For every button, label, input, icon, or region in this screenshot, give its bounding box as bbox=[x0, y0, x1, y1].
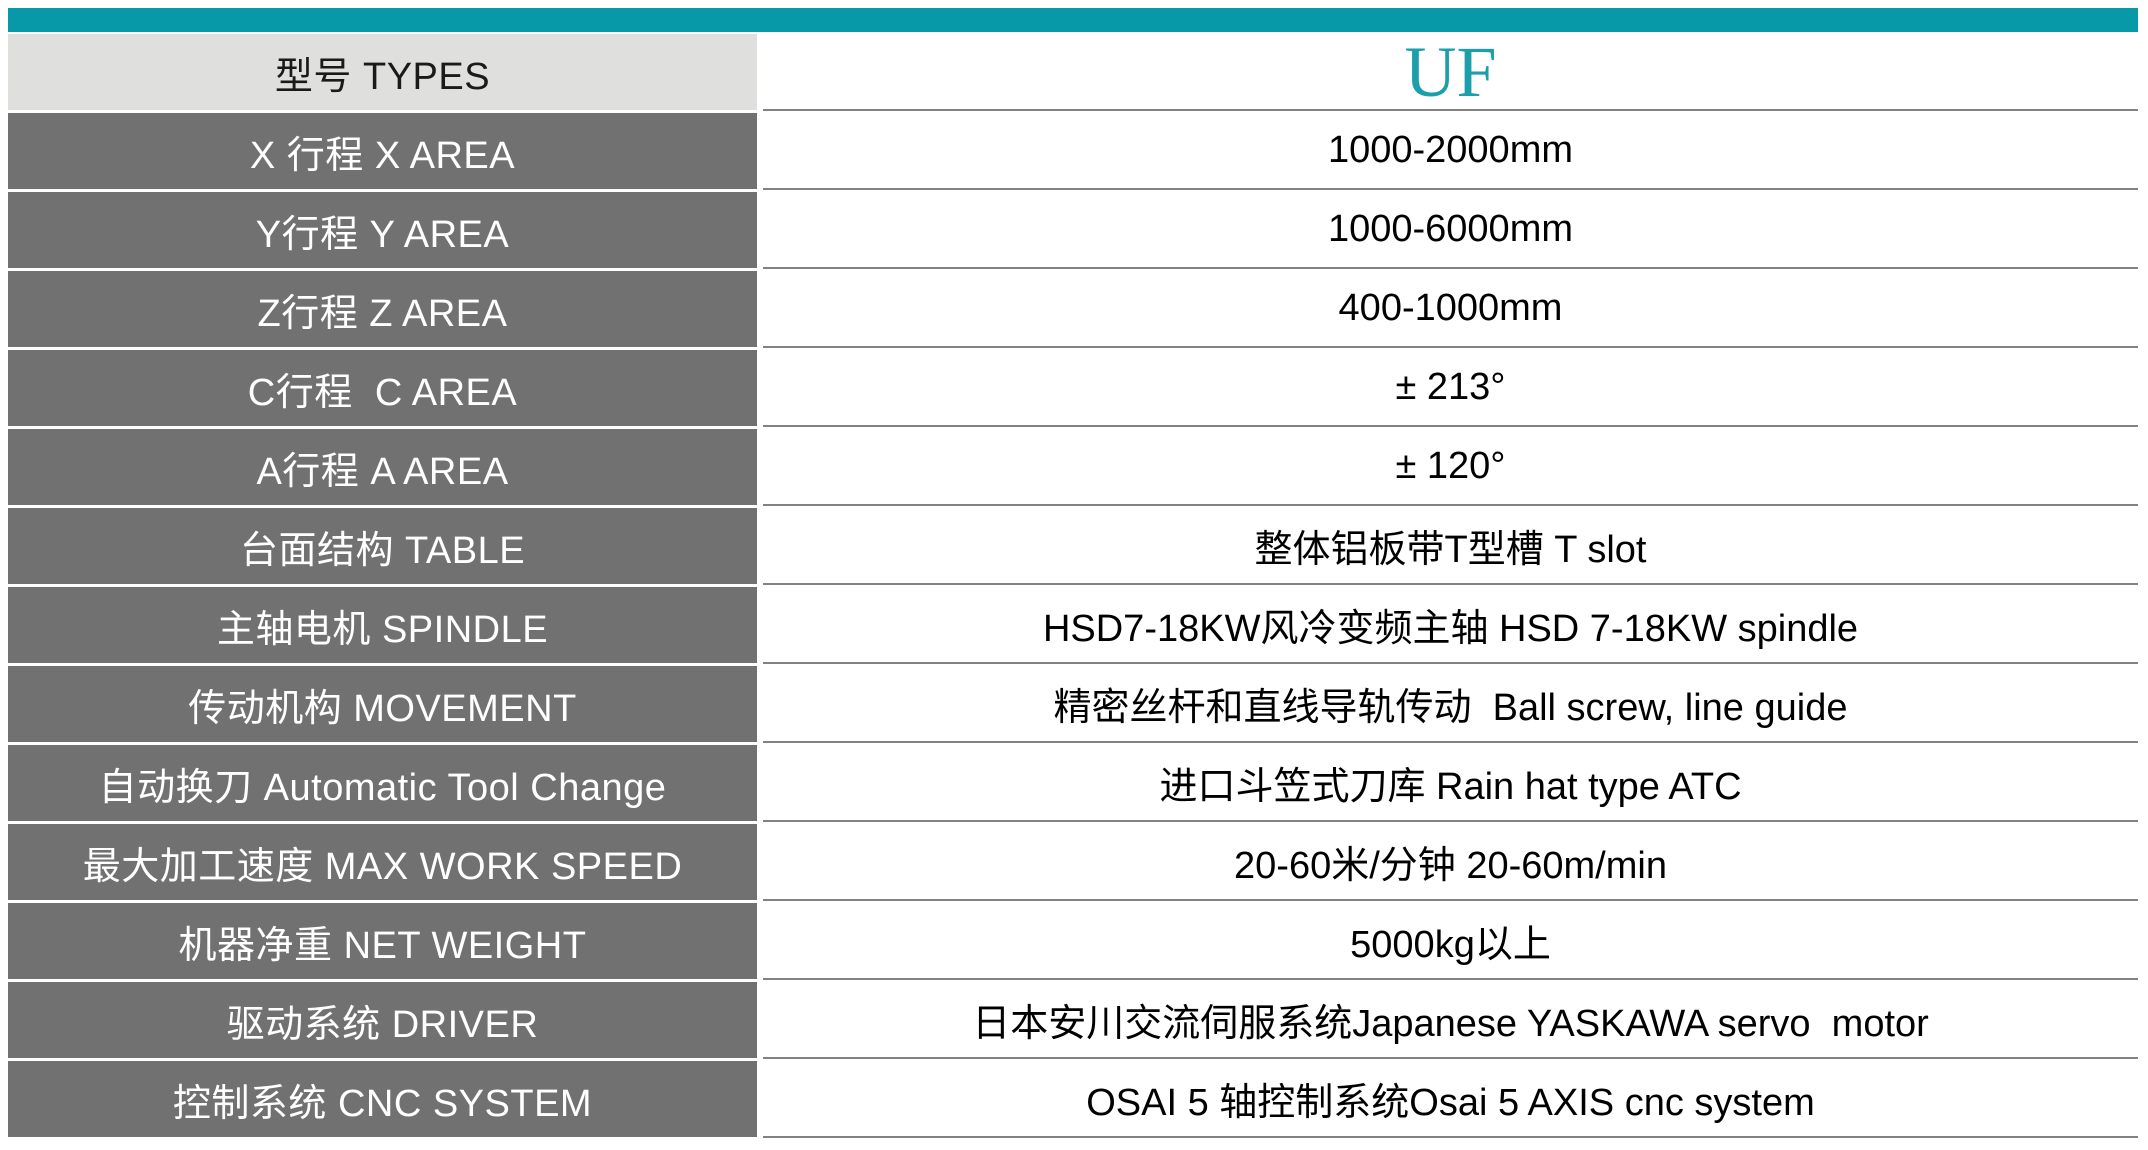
spec-value: 5000kg以上 bbox=[763, 903, 2138, 980]
spec-label: 主轴电机 SPINDLE bbox=[8, 587, 757, 663]
spec-value: 日本安川交流伺服系统Japanese YASKAWA servo motor bbox=[763, 982, 2138, 1059]
model-name-uf: UF bbox=[763, 34, 2138, 111]
spec-label: 驱动系统 DRIVER bbox=[8, 982, 757, 1058]
spec-label: C行程 C AREA bbox=[8, 350, 757, 426]
spec-row: 台面结构 TABLE 整体铝板带T型槽 T slot bbox=[8, 508, 2138, 587]
spec-label: 台面结构 TABLE bbox=[8, 508, 757, 584]
spec-label: Z行程 Z AREA bbox=[8, 271, 757, 347]
spec-value: 400-1000mm bbox=[763, 271, 2138, 348]
spec-label: 自动换刀 Automatic Tool Change bbox=[8, 745, 757, 821]
spec-label: X 行程 X AREA bbox=[8, 113, 757, 189]
spec-header-row: 型号 TYPES UF bbox=[8, 34, 2138, 113]
spec-rows: X 行程 X AREA 1000-2000mm Y行程 Y AREA 1000-600… bbox=[8, 113, 2138, 1140]
spec-row: Y行程 Y AREA 1000-6000mm bbox=[8, 192, 2138, 271]
spec-row: Z行程 Z AREA 400-1000mm bbox=[8, 271, 2138, 350]
spec-row: 传动机构 MOVEMENT 精密丝杆和直线导轨传动 Ball screw, lin… bbox=[8, 666, 2138, 745]
spec-row: 最大加工速度 MAX WORK SPEED 20-60米/分钟 20-60m/mi… bbox=[8, 824, 2138, 903]
spec-row: 主轴电机 SPINDLE HSD7-18KW风冷变频主轴 HSD 7-18KW s… bbox=[8, 587, 2138, 666]
spec-row: C行程 C AREA ± 213° bbox=[8, 350, 2138, 429]
spec-value: 整体铝板带T型槽 T slot bbox=[763, 508, 2138, 585]
spec-label: 机器净重 NET WEIGHT bbox=[8, 903, 757, 979]
spec-label: 传动机构 MOVEMENT bbox=[8, 666, 757, 742]
spec-row: A行程 A AREA ± 120° bbox=[8, 429, 2138, 508]
top-accent-bar bbox=[8, 8, 2138, 32]
spec-value: OSAI 5 轴控制系统Osai 5 AXIS cnc system bbox=[763, 1061, 2138, 1138]
spec-value: 1000-6000mm bbox=[763, 192, 2138, 269]
spec-row: 驱动系统 DRIVER 日本安川交流伺服系统Japanese YASKAWA se… bbox=[8, 982, 2138, 1061]
spec-value: 1000-2000mm bbox=[763, 113, 2138, 190]
types-header-label: 型号 TYPES bbox=[8, 34, 757, 110]
spec-label: Y行程 Y AREA bbox=[8, 192, 757, 268]
spec-label: 最大加工速度 MAX WORK SPEED bbox=[8, 824, 757, 900]
spec-value: 进口斗笠式刀库 Rain hat type ATC bbox=[763, 745, 2138, 822]
spec-table: 型号 TYPES UF X 行程 X AREA 1000-2000mm Y行程 Y … bbox=[8, 34, 2138, 1140]
spec-row: X 行程 X AREA 1000-2000mm bbox=[8, 113, 2138, 192]
spec-value: ± 213° bbox=[763, 350, 2138, 427]
spec-value: ± 120° bbox=[763, 429, 2138, 506]
spec-value: 精密丝杆和直线导轨传动 Ball screw, line guide bbox=[763, 666, 2138, 743]
spec-row: 自动换刀 Automatic Tool Change 进口斗笠式刀库 Rain h… bbox=[8, 745, 2138, 824]
spec-value: 20-60米/分钟 20-60m/min bbox=[763, 824, 2138, 901]
spec-row: 控制系统 CNC SYSTEM OSAI 5 轴控制系统Osai 5 AXIS c… bbox=[8, 1061, 2138, 1140]
spec-value: HSD7-18KW风冷变频主轴 HSD 7-18KW spindle bbox=[763, 587, 2138, 664]
spec-label: A行程 A AREA bbox=[8, 429, 757, 505]
spec-label: 控制系统 CNC SYSTEM bbox=[8, 1061, 757, 1137]
spec-row: 机器净重 NET WEIGHT 5000kg以上 bbox=[8, 903, 2138, 982]
